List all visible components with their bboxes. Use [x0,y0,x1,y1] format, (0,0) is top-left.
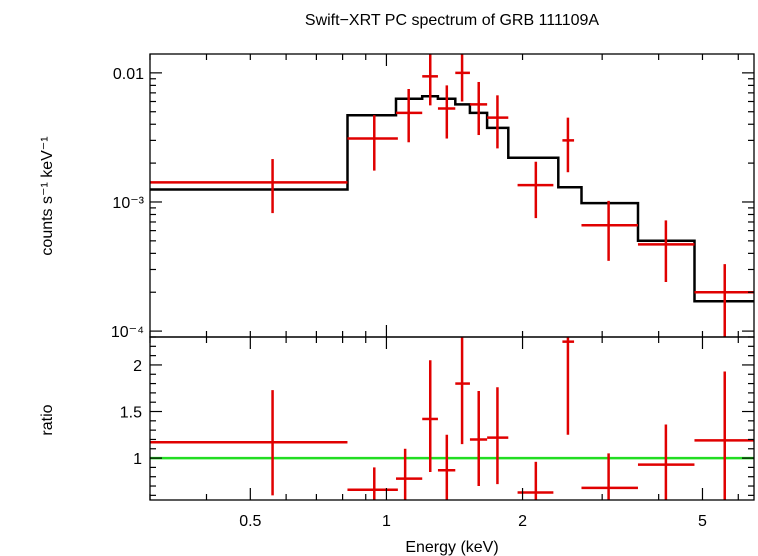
spectrum-data-point [581,200,638,261]
y-axis-label-ratio: ratio [39,404,56,435]
spectrum-y-tick-label: 0.01 [113,66,144,83]
ratio-data-point [422,360,438,473]
ratio-data-point [437,434,456,500]
x-tick-label: 1 [382,513,391,530]
x-axis-label: Energy (keV) [405,539,498,556]
spectrum-y-tick-label: 10⁻³ [112,195,144,212]
x-tick-label: 5 [698,513,707,530]
spectrum-data-point [562,117,575,173]
ratio-data-point [455,337,470,445]
spectrum-data-point [487,95,509,149]
spectrum-data-point [347,115,398,171]
x-tick-label: 0.5 [239,513,261,530]
spectrum-data-point [517,161,554,219]
spectrum-data-point [150,159,348,214]
ratio-data-point [347,467,398,500]
ratio-frame [149,336,755,501]
spectrum-data-point [422,54,438,106]
ratio-x-ticks [149,337,739,500]
chart-title: Swift−XRT PC spectrum of GRB 111109A [305,12,600,29]
ratio-y-ticks [150,345,754,496]
spectrum-data-point [455,54,470,102]
ratio-data-point [562,337,575,435]
spectrum-panel: 0.01 10⁻³ 10⁻⁴ [111,53,755,341]
model-histogram [150,94,754,303]
ratio-panel: 1 1.5 2 0.5 1 2 5 [120,336,755,530]
ratio-y-tick-label: 1.5 [120,405,142,422]
spectrum-y-tick-label: 10⁻⁴ [111,324,144,341]
ratio-y-tick-label: 1 [133,451,142,468]
ratio-data-point [469,391,488,487]
ratio-data-point [517,461,554,500]
ratio-y-tick-label: 2 [133,358,142,375]
spectrum-data-point [469,81,488,136]
y-axis-label-spectrum: counts s⁻¹ keV⁻¹ [39,136,56,255]
spectrum-x-ticks [149,54,739,337]
spectrum-data-point [637,220,695,283]
spectrum-data-point [694,264,754,337]
ratio-data-point [487,387,509,485]
x-tick-label: 2 [518,513,527,530]
spectrum-frame [149,53,755,338]
spectrum-data-point [396,88,423,143]
spectrum-data-point [437,85,456,139]
ratio-data-point [396,448,423,500]
ratio-data-point [150,390,348,496]
ratio-data-point [694,371,754,500]
ratio-data-point [637,424,695,500]
spectrum-y-ticks [150,72,754,338]
ratio-data-point [581,453,638,500]
